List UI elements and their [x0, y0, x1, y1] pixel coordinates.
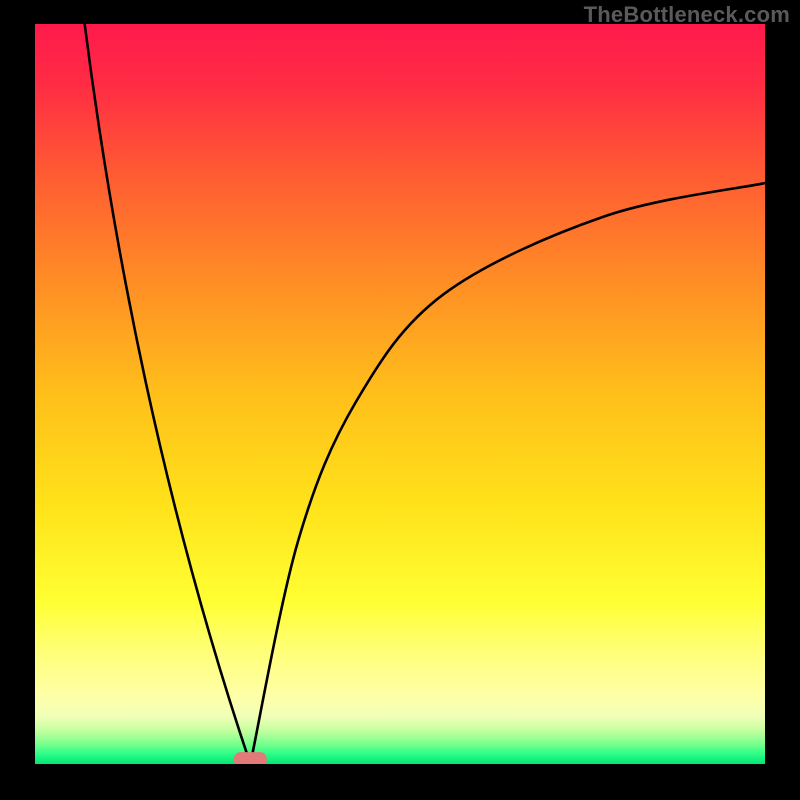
bottleneck-chart [35, 24, 765, 764]
figure-root: TheBottleneck.com [0, 0, 800, 800]
vertex-marker [234, 752, 267, 764]
plot-background [35, 24, 765, 764]
